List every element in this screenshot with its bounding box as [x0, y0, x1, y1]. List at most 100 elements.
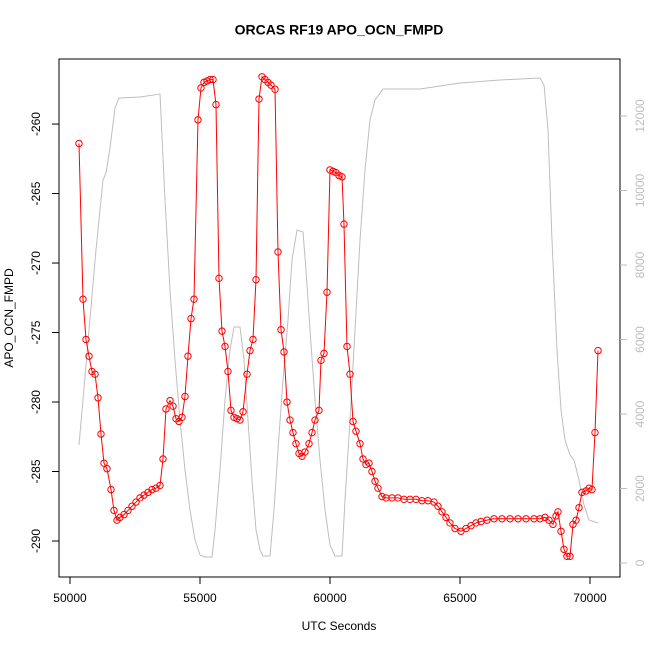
data-point	[107, 485, 115, 494]
y2-tick-label: 2000	[633, 475, 647, 502]
data-point	[206, 75, 214, 84]
y-tick-label: -270	[29, 251, 43, 275]
y2-tick-label: 4000	[633, 400, 647, 427]
data-point	[536, 515, 544, 523]
data-point	[178, 413, 186, 422]
x-axis-label: UTC Seconds	[302, 619, 377, 633]
y-tick-label: -280	[29, 390, 43, 414]
x-tick-label: 70000	[573, 591, 607, 605]
data-point	[286, 416, 294, 424]
data-point	[209, 75, 217, 84]
data-point	[194, 116, 202, 124]
data-point	[323, 288, 331, 296]
y2-tick-label: 0	[633, 559, 647, 566]
data-point	[184, 352, 192, 360]
y-tick-label: -260	[29, 112, 43, 136]
data-point	[560, 545, 568, 554]
data-point	[575, 503, 583, 512]
data-point	[267, 81, 275, 89]
data-point	[446, 519, 454, 527]
data-point	[566, 552, 574, 560]
data-point	[252, 276, 260, 284]
y2-tick-label: 8000	[633, 251, 647, 278]
data-point	[554, 508, 562, 516]
x-tick-label: 60000	[313, 591, 347, 605]
data-point	[594, 346, 602, 355]
data-point	[305, 440, 313, 448]
data-point	[212, 100, 220, 109]
x-tick-label: 65000	[443, 591, 477, 605]
data-point	[371, 477, 379, 485]
data-point	[169, 402, 177, 410]
data-point	[522, 515, 530, 523]
data-point	[346, 370, 354, 378]
data-point	[311, 416, 319, 424]
data-point	[338, 173, 346, 181]
data-point	[506, 515, 514, 523]
data-point	[359, 455, 367, 463]
data-point	[352, 427, 360, 435]
data-point	[552, 512, 560, 520]
data-point	[317, 356, 325, 365]
data-point	[187, 314, 195, 323]
data-point	[156, 481, 164, 490]
data-point	[545, 516, 553, 524]
data-point	[289, 428, 297, 437]
data-point	[498, 515, 506, 523]
data-point	[221, 342, 229, 351]
data-point	[85, 352, 93, 360]
data-point	[434, 502, 442, 510]
data-point	[255, 95, 263, 103]
chart-title: ORCAS RF19 APO_OCN_FMPD	[235, 22, 444, 38]
data-point	[243, 370, 251, 378]
data-point	[563, 552, 571, 560]
data-point	[162, 405, 170, 413]
data-point	[224, 367, 232, 376]
data-point	[132, 498, 140, 506]
data-point	[218, 327, 226, 335]
data-point	[148, 485, 156, 494]
data-point	[365, 459, 373, 467]
data-point	[588, 485, 596, 494]
data-point	[349, 417, 357, 426]
data-point	[190, 295, 198, 303]
x-tick-label: 55000	[183, 591, 217, 605]
data-point	[340, 220, 348, 228]
data-point	[320, 349, 328, 358]
data-point	[75, 139, 83, 148]
y-axis-label: APO_OCN_FMPD	[2, 268, 16, 368]
data-point	[451, 524, 459, 533]
data-point	[356, 440, 364, 448]
data-point	[97, 430, 105, 438]
data-point	[374, 484, 382, 492]
data-point	[591, 428, 599, 437]
y2-tick-label: 6000	[633, 326, 647, 353]
data-point	[572, 516, 580, 524]
data-point	[442, 513, 450, 522]
data-point	[280, 348, 288, 356]
data-point	[343, 342, 351, 351]
data-point	[274, 248, 282, 256]
data-point	[100, 459, 108, 467]
data-point	[271, 85, 279, 93]
series-line	[78, 77, 599, 558]
data-point	[430, 498, 438, 506]
data-point	[124, 506, 132, 515]
data-point	[557, 527, 565, 535]
x-tick-label: 50000	[53, 591, 87, 605]
data-point	[94, 394, 102, 402]
data-point	[368, 467, 376, 476]
data-point	[277, 326, 285, 334]
data-point	[308, 428, 316, 437]
data-point	[91, 370, 99, 378]
y2-tick-label: 10000	[633, 173, 647, 207]
data-point	[315, 406, 323, 415]
data-point	[514, 515, 522, 523]
data-point	[249, 335, 257, 344]
data-point	[227, 406, 235, 415]
data-point	[120, 510, 128, 519]
data-point	[549, 520, 557, 529]
data-point	[82, 335, 90, 344]
data-point	[490, 515, 498, 523]
